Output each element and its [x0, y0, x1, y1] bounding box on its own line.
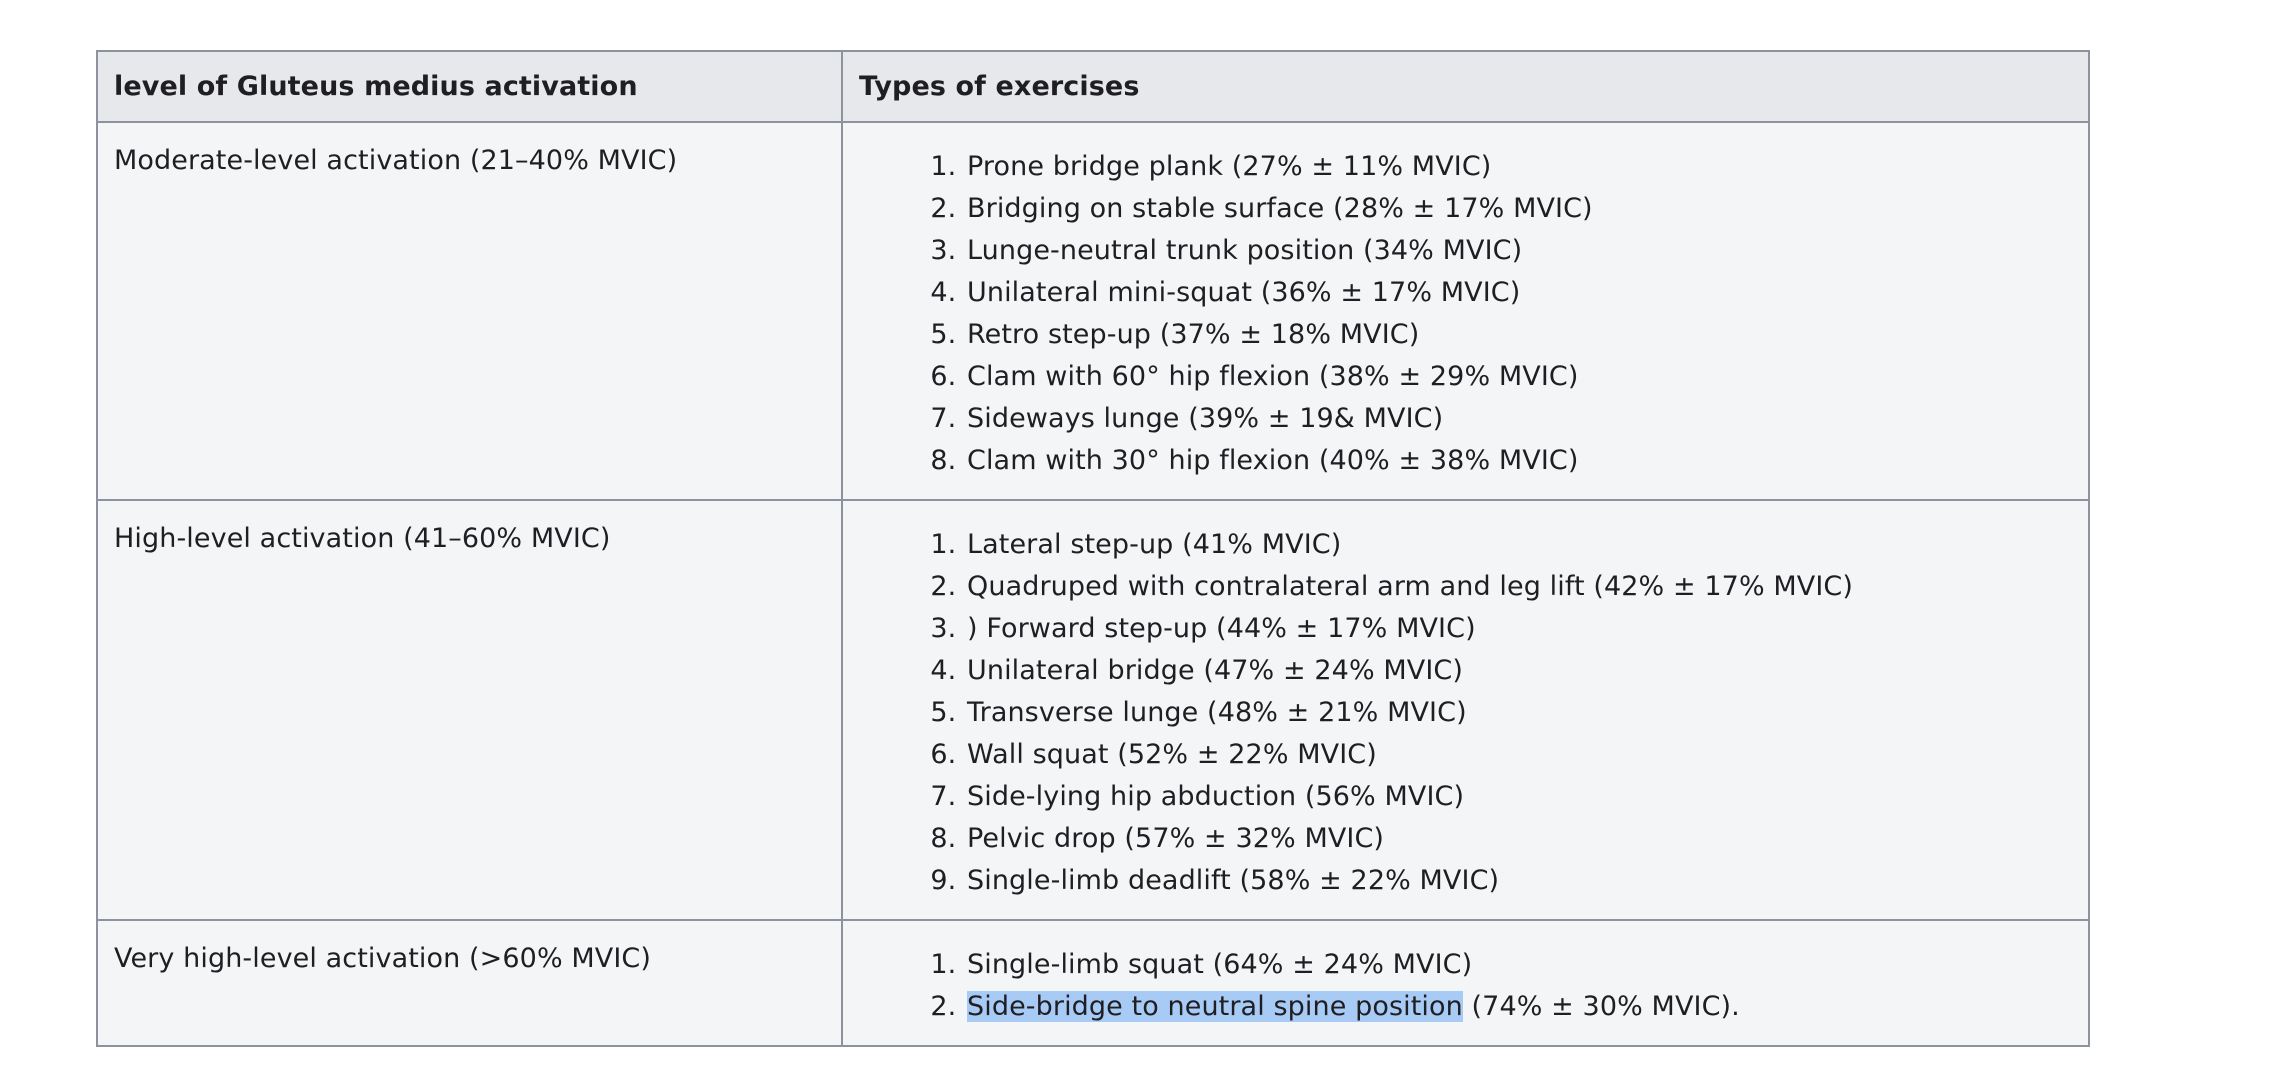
level-cell: High-level activation (41–60% MVIC)	[96, 499, 843, 921]
exercise-item: Clam with 30° hip flexion (40% ± 38% MVI…	[965, 440, 2072, 482]
table-row-moderate: Moderate-level activation (21–40% MVIC) …	[96, 121, 2090, 501]
exercise-item: Clam with 60° hip flexion (38% ± 29% MVI…	[965, 356, 2072, 398]
table-header-row: level of Gluteus medius activation Types…	[96, 50, 2090, 123]
column-header-level: level of Gluteus medius activation	[96, 50, 843, 123]
exercise-item: Retro step-up (37% ± 18% MVIC)	[965, 314, 2072, 356]
column-header-exercises: Types of exercises	[841, 50, 2090, 123]
exercise-list: Lateral step-up (41% MVIC) Quadruped wit…	[859, 524, 2072, 902]
exercise-list: Single-limb squat (64% ± 24% MVIC) Side-…	[859, 944, 2072, 1028]
exercise-item: Sideways lunge (39% ± 19& MVIC)	[965, 398, 2072, 440]
exercise-item: Side-lying hip abduction (56% MVIC)	[965, 776, 2072, 818]
exercises-cell: Lateral step-up (41% MVIC) Quadruped wit…	[841, 499, 2090, 921]
exercise-item-rest: (74% ± 30% MVIC).	[1462, 991, 1740, 1022]
exercise-list: Prone bridge plank (27% ± 11% MVIC) Brid…	[859, 146, 2072, 482]
table-row-very-high: Very high-level activation (>60% MVIC) S…	[96, 919, 2090, 1047]
exercise-item: Wall squat (52% ± 22% MVIC)	[965, 734, 2072, 776]
exercise-item: Quadruped with contralateral arm and leg…	[965, 566, 2072, 608]
exercise-item: Unilateral mini-squat (36% ± 17% MVIC)	[965, 272, 2072, 314]
exercise-item: ) Forward step-up (44% ± 17% MVIC)	[965, 608, 2072, 650]
level-cell: Moderate-level activation (21–40% MVIC)	[96, 121, 843, 501]
exercise-item: Transverse lunge (48% ± 21% MVIC)	[965, 692, 2072, 734]
exercise-item: Pelvic drop (57% ± 32% MVIC)	[965, 818, 2072, 860]
exercise-item: Bridging on stable surface (28% ± 17% MV…	[965, 188, 2072, 230]
table-row-high: High-level activation (41–60% MVIC) Late…	[96, 499, 2090, 921]
exercise-item: Lateral step-up (41% MVIC)	[965, 524, 2072, 566]
text-selection-highlight[interactable]: Side-bridge to neutral spine position	[967, 991, 1463, 1022]
level-cell: Very high-level activation (>60% MVIC)	[96, 919, 843, 1047]
exercise-item: Single-limb deadlift (58% ± 22% MVIC)	[965, 860, 2072, 902]
exercises-cell: Prone bridge plank (27% ± 11% MVIC) Brid…	[841, 121, 2090, 501]
exercise-item: Single-limb squat (64% ± 24% MVIC)	[965, 944, 2072, 986]
exercise-table: level of Gluteus medius activation Types…	[96, 50, 2090, 1047]
exercise-item-selected: Side-bridge to neutral spine position (7…	[965, 986, 2072, 1028]
exercise-item: Prone bridge plank (27% ± 11% MVIC)	[965, 146, 2072, 188]
exercise-item: Lunge-neutral trunk position (34% MVIC)	[965, 230, 2072, 272]
exercise-item: Unilateral bridge (47% ± 24% MVIC)	[965, 650, 2072, 692]
exercises-cell: Single-limb squat (64% ± 24% MVIC) Side-…	[841, 919, 2090, 1047]
